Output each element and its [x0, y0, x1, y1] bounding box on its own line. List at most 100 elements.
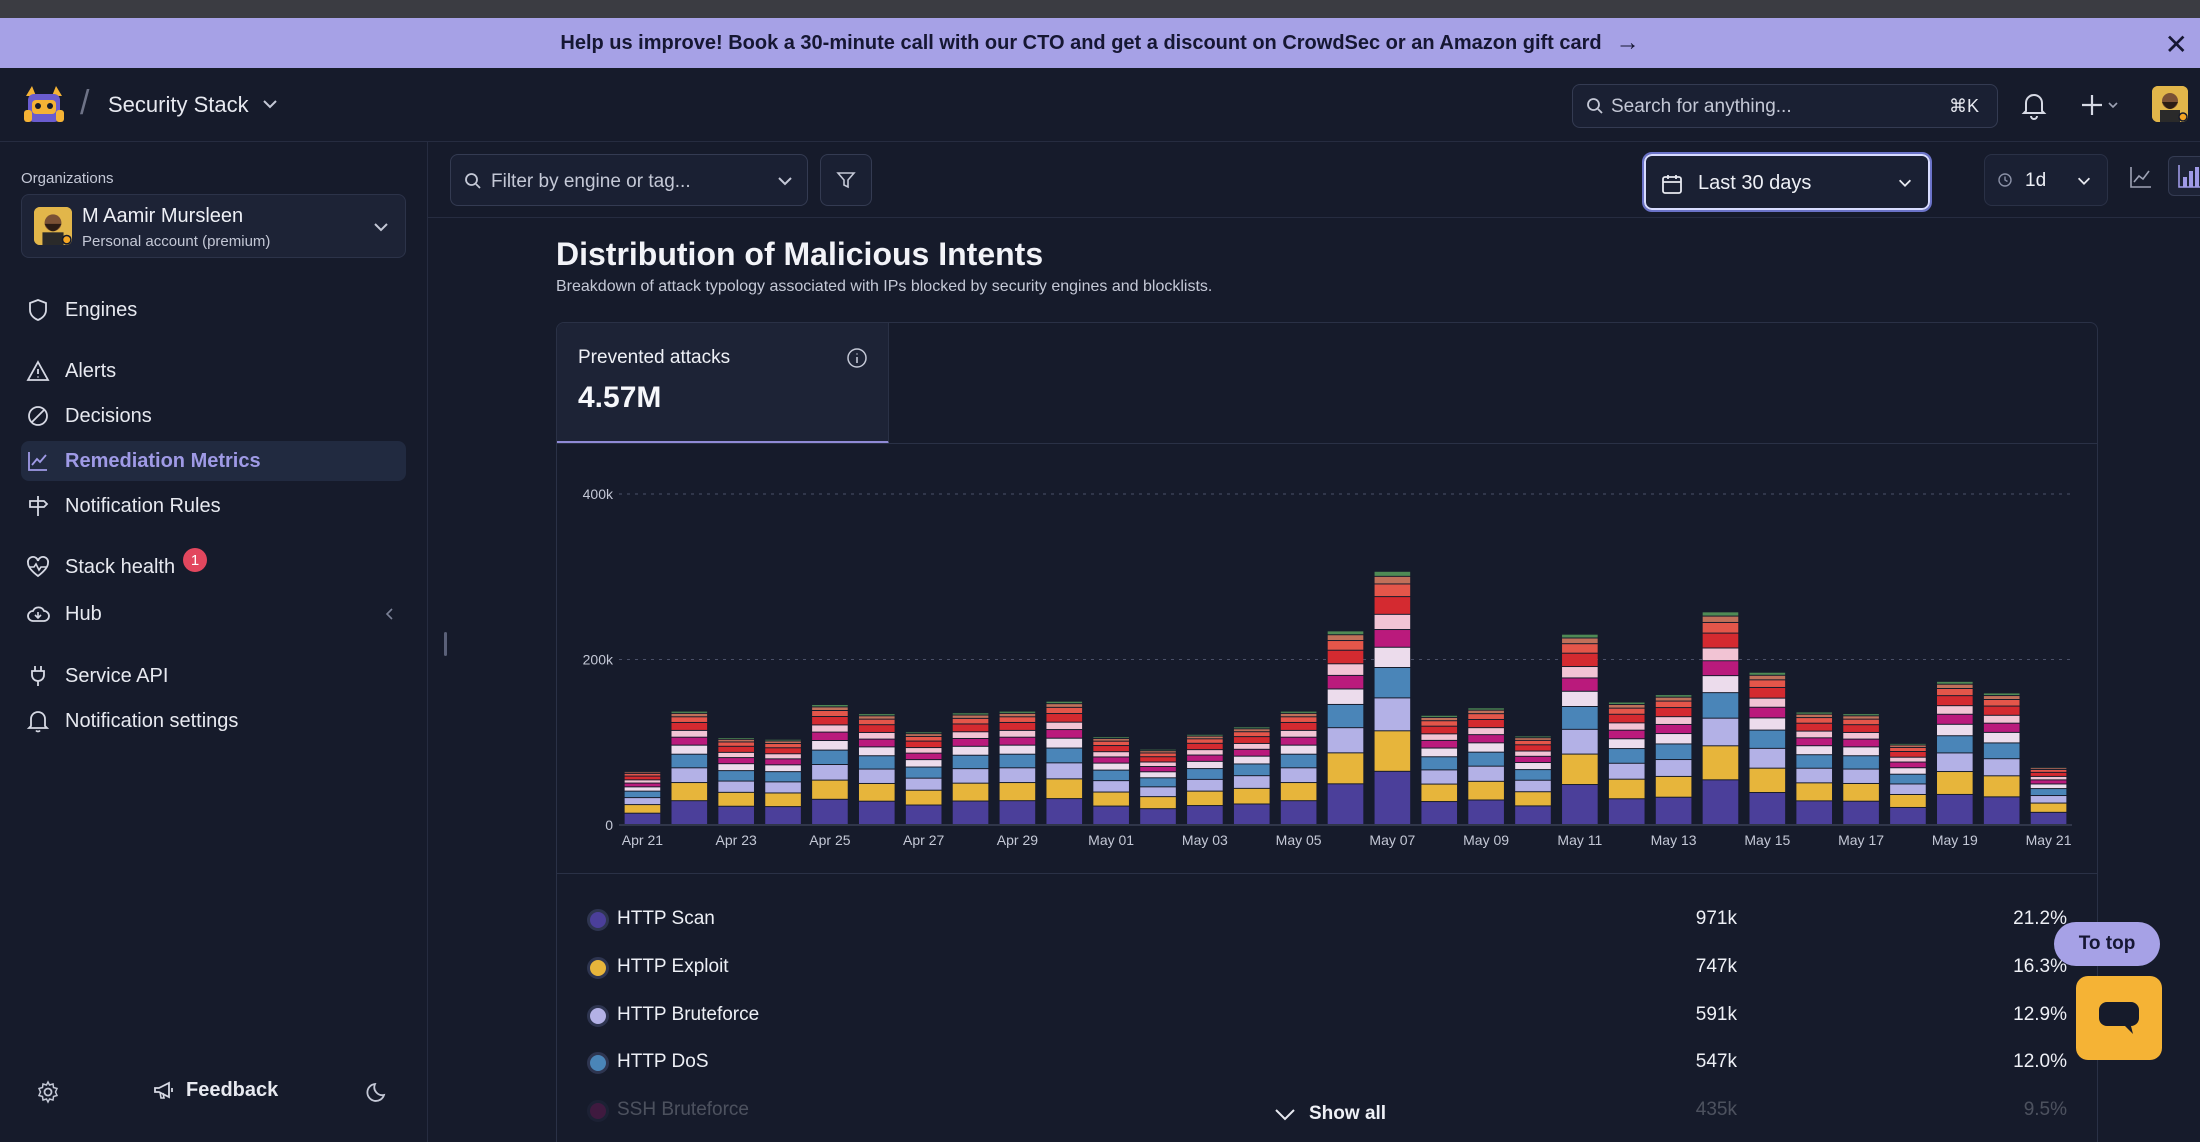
- bar-segment: [1843, 732, 1879, 739]
- feedback-button[interactable]: Feedback: [152, 1078, 278, 1102]
- organization-selector[interactable]: M Aamir Mursleen Personal account (premi…: [21, 194, 406, 258]
- bar-segment: [1046, 779, 1083, 799]
- bar-segment: [905, 805, 942, 824]
- legend-name: SSH Bruteforce: [617, 1099, 749, 1120]
- bar-segment: [1796, 738, 1833, 746]
- chevron-down-icon: [1275, 1109, 1295, 1121]
- stack-selector-label[interactable]: Security Stack: [108, 92, 249, 117]
- bar-segment: [2030, 769, 2067, 772]
- sidebar-item-notification-rules[interactable]: Notification Rules: [21, 486, 406, 526]
- bar-segment: [1702, 746, 1739, 780]
- sidebar-item-hub[interactable]: Hub: [21, 594, 406, 634]
- sidebar-footer: Feedback: [0, 1074, 428, 1114]
- bar-segment: [1608, 708, 1645, 714]
- stacked-bar-chart: 0 200k 400k Apr 21 Apr 23 Apr 25 Apr 27 Apr 29 M…: [583, 486, 2072, 848]
- bar-segment: [1327, 728, 1364, 753]
- legend-color-dot: [587, 957, 609, 979]
- bar-segment: [1093, 763, 1129, 770]
- legend-row[interactable]: HTTP Exploit 747k 16.3%: [587, 953, 2067, 983]
- legend-row[interactable]: HTTP Scan 971k 21.2%: [587, 905, 2067, 935]
- bar-segment: [1983, 696, 2020, 700]
- legend-percentage: 9.5%: [2023, 1099, 2067, 1120]
- bar-segment: [1515, 745, 1551, 751]
- bar-segment: [1280, 754, 1317, 768]
- breadcrumb-separator: /: [80, 84, 90, 122]
- arrow-right-icon: →: [1615, 29, 1640, 56]
- chat-bubble-icon: [2099, 1002, 2139, 1034]
- bar-segment: [952, 732, 989, 738]
- bar-segment: [812, 732, 848, 741]
- legend-row[interactable]: HTTP DoS 547k 12.0%: [587, 1048, 2067, 1078]
- bar-segment: [1046, 799, 1083, 824]
- bar-segment: [1890, 747, 1926, 752]
- info-icon[interactable]: [846, 347, 868, 369]
- bar-segment: [765, 793, 801, 807]
- bar-segment: [812, 750, 848, 765]
- bar-segment: [858, 716, 895, 719]
- bar-segment: [624, 805, 661, 813]
- show-all-button[interactable]: Show all: [1273, 1103, 1386, 1125]
- chevron-down-icon[interactable]: [260, 94, 280, 114]
- advanced-filter-button[interactable]: [820, 154, 872, 206]
- crowdsec-logo-icon[interactable]: [22, 82, 66, 126]
- bar-segment: [2030, 789, 2067, 796]
- sidebar-item-service-api[interactable]: Service API: [21, 656, 406, 696]
- chevron-down-icon: [374, 223, 388, 232]
- add-new-icon[interactable]: [2078, 90, 2126, 120]
- org-name: M Aamir Mursleen: [82, 205, 244, 227]
- bar-segment: [765, 772, 801, 782]
- bar-segment: [765, 759, 801, 765]
- bar-segment: [1280, 745, 1317, 754]
- sidebar-collapse-handle[interactable]: [444, 632, 447, 656]
- announcement-banner[interactable]: Help us improve! Book a 30-minute call w…: [0, 18, 2200, 68]
- bar-segment: [1843, 756, 1879, 769]
- bar-segment: [1655, 697, 1692, 701]
- bar-segment: [1374, 731, 1411, 771]
- bar-segment: [1093, 770, 1129, 781]
- sidebar-item-decisions[interactable]: Decisions: [21, 396, 406, 436]
- sidebar-item-engines[interactable]: Engines: [21, 290, 406, 330]
- bar-segment: [1140, 751, 1176, 753]
- bar-chart-view-button[interactable]: [2168, 156, 2200, 196]
- user-avatar[interactable]: [2152, 86, 2188, 122]
- dark-mode-moon-icon[interactable]: [366, 1080, 390, 1104]
- bar-segment: [858, 719, 895, 725]
- x-tick-label: May 09: [1463, 832, 1509, 848]
- bar-segment: [1562, 785, 1598, 824]
- bar-segment: [858, 714, 895, 716]
- alert-triangle-icon: [26, 360, 50, 381]
- chat-widget-button[interactable]: [2076, 976, 2162, 1060]
- legend-row[interactable]: HTTP Bruteforce 591k 12.9%: [587, 1001, 2067, 1031]
- to-top-button[interactable]: To top: [2054, 922, 2160, 966]
- bar-segment: [671, 768, 708, 783]
- close-icon[interactable]: ✕: [2164, 29, 2188, 60]
- line-chart-view-icon[interactable]: [2128, 164, 2154, 190]
- bar-segment: [999, 783, 1036, 801]
- bar-segment: [1749, 698, 1786, 707]
- tab-prevented-attacks[interactable]: Prevented attacks 4.57M: [557, 323, 889, 444]
- notifications-bell-icon[interactable]: [2020, 90, 2048, 120]
- date-range-select[interactable]: Last 30 days: [1642, 152, 1932, 212]
- legend-row[interactable]: SSH Bruteforce 435k 9.5%: [587, 1096, 2067, 1126]
- bar-segment: [812, 799, 848, 824]
- clock-icon: [1998, 173, 2012, 187]
- engine-tag-filter-input[interactable]: Filter by engine or tag...: [450, 154, 808, 206]
- sidebar-item-notification-settings[interactable]: Notification settings: [21, 701, 406, 741]
- bar-segment: [952, 746, 989, 755]
- bar-segment: [1374, 576, 1411, 584]
- sidebar-item-remediation-metrics[interactable]: Remediation Metrics: [21, 441, 406, 481]
- bar-segment: [1937, 706, 1973, 714]
- bar-segment: [1093, 792, 1129, 806]
- bar-segment: [1280, 768, 1317, 783]
- x-tick-label: May 21: [2026, 832, 2072, 848]
- bar-segment: [1890, 794, 1926, 807]
- interval-select[interactable]: 1d: [1984, 154, 2108, 206]
- gear-icon[interactable]: [36, 1080, 60, 1104]
- bar-segment: [905, 732, 942, 734]
- bar-segment: [905, 790, 942, 805]
- sidebar-item-stack-health[interactable]: Stack health 1: [21, 547, 406, 587]
- bar-segment: [1327, 704, 1364, 728]
- sidebar-item-alerts[interactable]: Alerts: [21, 351, 406, 391]
- legend-divider: [557, 873, 2097, 874]
- global-search-input[interactable]: Search for anything... ⌘K: [1572, 84, 1998, 128]
